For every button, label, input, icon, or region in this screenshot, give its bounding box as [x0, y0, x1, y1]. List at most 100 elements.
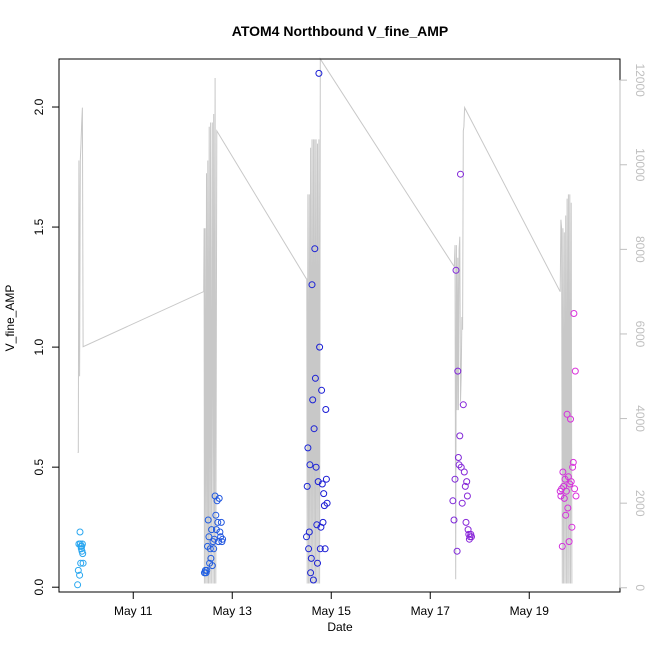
data-point — [449, 497, 457, 505]
data-point — [461, 482, 469, 490]
x-tick-label: May 17 — [411, 604, 451, 618]
data-point — [312, 463, 320, 471]
x-tick-label: May 15 — [312, 604, 352, 618]
data-point — [562, 511, 570, 519]
data-point — [217, 518, 225, 526]
data-point — [216, 528, 224, 536]
data-point — [565, 538, 573, 546]
data-point — [569, 463, 577, 471]
x-axis-label: Date — [327, 620, 353, 634]
data-point — [450, 516, 458, 524]
data-point — [562, 487, 570, 495]
y2-tick-label: 6000 — [633, 321, 647, 348]
data-point — [463, 492, 471, 500]
data-point — [460, 468, 468, 476]
data-point — [215, 494, 223, 502]
data-point — [203, 566, 211, 574]
y-tick-label: 1.0 — [32, 338, 46, 355]
data-point — [212, 526, 220, 534]
data-point — [212, 511, 220, 519]
data-point — [74, 581, 82, 589]
data-point — [310, 425, 318, 433]
secondary-line — [77, 57, 573, 584]
data-point — [571, 485, 579, 493]
x-tick-label: May 11 — [114, 604, 153, 618]
line-series-layer — [77, 57, 573, 584]
y-axis-label: V_fine_AMP — [3, 285, 17, 352]
data-point — [305, 528, 313, 536]
data-point — [320, 490, 328, 498]
data-point — [304, 444, 312, 452]
data-point — [454, 454, 462, 461]
data-point — [319, 518, 327, 526]
y2-tick-label: 8000 — [633, 236, 647, 263]
data-point — [308, 281, 316, 289]
data-point — [318, 386, 326, 394]
data-point — [307, 554, 315, 562]
x-axis: May 11 May 13 May 15 May 17 May 19 — [114, 591, 550, 618]
data-point — [454, 367, 462, 375]
data-point — [78, 540, 86, 548]
data-point — [219, 535, 227, 543]
data-point — [307, 569, 315, 577]
data-point — [458, 499, 466, 507]
data-point — [462, 518, 470, 526]
data-point — [558, 542, 566, 550]
data-point — [311, 374, 319, 382]
data-point — [210, 545, 218, 553]
data-point — [306, 461, 314, 469]
data-point — [468, 533, 475, 541]
y-tick-label: 0.0 — [32, 579, 46, 596]
y2-tick-label: 12000 — [633, 63, 647, 97]
data-point — [309, 396, 317, 404]
data-point — [314, 559, 321, 567]
y2-tick-label: 10000 — [633, 148, 647, 182]
x-tick-label: May 13 — [213, 604, 253, 618]
data-point — [207, 554, 215, 562]
data-point — [323, 499, 331, 507]
data-point — [322, 475, 330, 483]
data-point — [318, 480, 326, 488]
data-point — [567, 478, 575, 486]
data-point — [459, 401, 467, 409]
y2-tick-label: 0 — [633, 584, 647, 591]
data-point — [570, 310, 578, 317]
points-layer — [74, 69, 580, 589]
data-point — [452, 266, 460, 274]
data-point — [309, 576, 317, 584]
chart-title: ATOM4 Northbound V_fine_AMP — [232, 23, 448, 39]
data-point — [77, 559, 85, 567]
y-axis-right: 0 2000 4000 6000 8000 10000 12000 — [619, 63, 647, 591]
data-point — [563, 410, 571, 418]
data-point — [451, 475, 459, 483]
data-point — [316, 343, 324, 351]
data-point — [206, 545, 214, 553]
data-point — [76, 571, 84, 579]
data-point — [560, 494, 568, 502]
data-point — [322, 406, 330, 413]
data-point — [76, 528, 84, 536]
data-point — [457, 463, 465, 471]
data-point — [315, 69, 323, 77]
y-tick-label: 2.0 — [32, 98, 46, 115]
data-point — [559, 468, 567, 476]
y2-tick-label: 4000 — [633, 405, 647, 432]
data-point — [79, 550, 87, 558]
y-tick-label: 1.5 — [32, 218, 46, 235]
data-point — [568, 523, 576, 531]
data-point — [572, 492, 580, 500]
data-point — [305, 545, 313, 553]
data-point — [567, 415, 574, 423]
data-point — [569, 458, 577, 466]
data-point — [457, 170, 464, 178]
data-point — [321, 545, 329, 553]
data-point — [571, 367, 579, 375]
x-tick-label: May 19 — [510, 604, 550, 618]
data-point — [208, 526, 216, 534]
data-point — [208, 562, 216, 570]
data-point — [303, 482, 311, 490]
data-point — [453, 547, 461, 555]
data-point — [316, 545, 324, 553]
data-point — [204, 516, 212, 524]
